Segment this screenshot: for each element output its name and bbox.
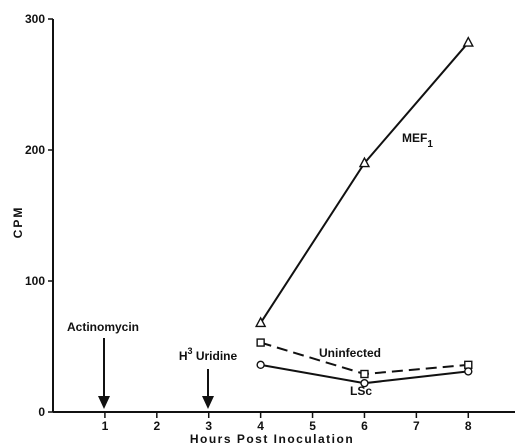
annotation-actinomycin: Actinomycin — [67, 320, 139, 334]
x-tick-label: 4 — [257, 419, 264, 433]
y-ticks: 0 100 200 300 — [25, 12, 53, 419]
series-markers — [254, 36, 474, 388]
x-ticks: 1 2 3 4 5 6 7 8 — [102, 412, 472, 433]
point-marker — [464, 367, 473, 376]
x-tick-label: 3 — [205, 419, 212, 433]
x-axis-label: Hours Post Inoculation — [190, 432, 354, 446]
y-tick-label: 200 — [25, 143, 45, 157]
x-tick-label: 7 — [413, 419, 420, 433]
y-tick-label: 0 — [38, 405, 45, 419]
point-marker — [360, 378, 369, 388]
series-label-mef1: MEF1 — [402, 131, 433, 150]
series-lines — [259, 41, 470, 385]
y-tick-label: 300 — [25, 12, 45, 26]
point-marker — [462, 36, 474, 47]
y-tick-label: 100 — [25, 274, 45, 288]
point-marker — [256, 338, 265, 347]
point-marker — [254, 316, 267, 328]
series-label-lsc: LSc — [350, 384, 372, 398]
point-marker — [360, 369, 369, 379]
annotation-actinomycin-arrowhead — [98, 396, 110, 409]
annotation-uridine-arrowhead — [202, 396, 214, 409]
x-tick-label: 8 — [465, 419, 472, 433]
x-tick-label: 2 — [153, 419, 160, 433]
axes — [52, 19, 515, 413]
series-line-0 — [259, 41, 470, 324]
annotation-uridine: H3 Uridine — [179, 346, 238, 363]
x-tick-label: 6 — [361, 419, 368, 433]
y-axis-label: CPM — [11, 206, 25, 239]
series-label-uninfected: Uninfected — [319, 346, 381, 360]
x-tick-label: 5 — [309, 419, 316, 433]
x-tick-label: 1 — [102, 419, 109, 433]
point-marker — [256, 360, 265, 370]
point-marker — [358, 156, 371, 168]
